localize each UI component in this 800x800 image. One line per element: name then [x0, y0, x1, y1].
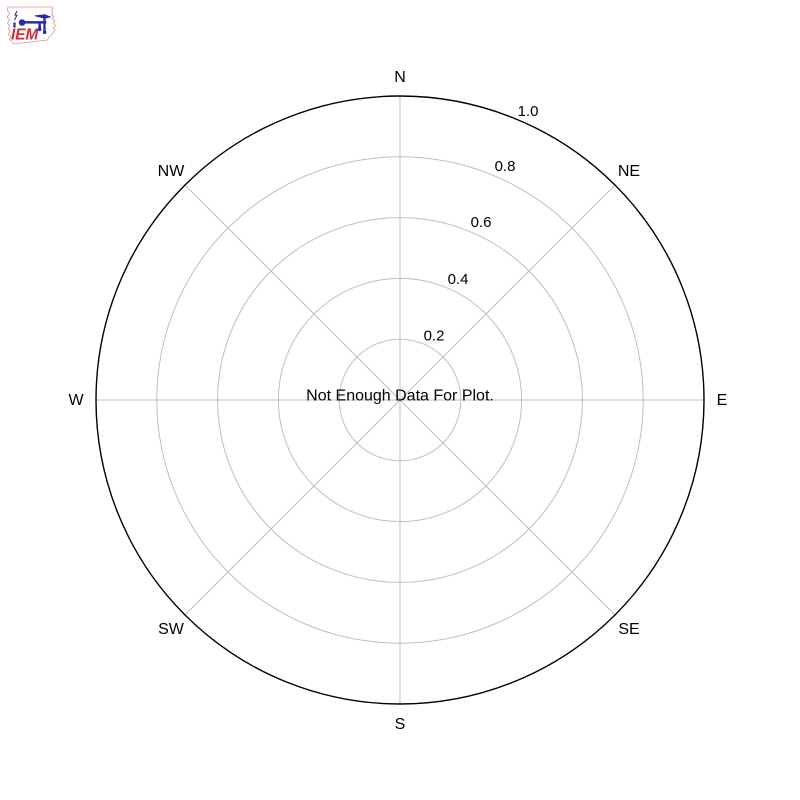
- svg-text:N: N: [394, 69, 406, 86]
- svg-text:S: S: [395, 716, 406, 733]
- svg-text:0.4: 0.4: [448, 271, 469, 288]
- svg-text:W: W: [68, 392, 84, 409]
- svg-text:IEM: IEM: [11, 26, 39, 43]
- svg-text:SE: SE: [618, 621, 639, 638]
- svg-text:NE: NE: [618, 163, 640, 180]
- svg-text:0.6: 0.6: [471, 214, 492, 231]
- svg-text:0.8: 0.8: [495, 158, 516, 175]
- svg-text:SW: SW: [158, 621, 185, 638]
- svg-text:NW: NW: [158, 163, 186, 180]
- svg-text:Not Enough Data For Plot.: Not Enough Data For Plot.: [306, 388, 494, 405]
- svg-text:0.2: 0.2: [424, 328, 445, 345]
- svg-text:E: E: [717, 392, 728, 409]
- svg-text:1.0: 1.0: [518, 103, 539, 120]
